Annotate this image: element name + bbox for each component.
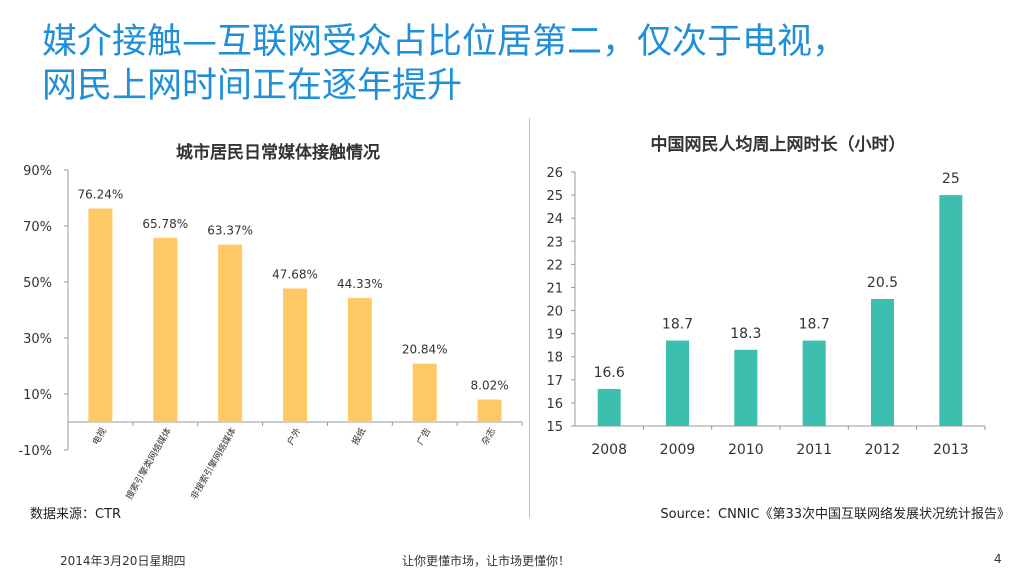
right-data-label: 18.7 (662, 317, 693, 333)
right-data-label: 20.5 (867, 275, 898, 291)
page-number: 4 (994, 552, 1002, 566)
left-x-tick-label: 电视 (90, 426, 109, 448)
right-x-tick-label: 2012 (865, 442, 901, 458)
right-data-label: 18.7 (799, 317, 830, 333)
left-y-tick-label: 50% (23, 276, 52, 291)
title-line-2: 网民上网时间正在逐年提升 (42, 66, 463, 106)
right-y-tick-label: 19 (546, 328, 563, 343)
left-bar-7 (477, 399, 502, 422)
right-x-tick-label: 2013 (933, 442, 969, 458)
left-y-tick-label: 30% (23, 332, 52, 347)
left-x-tick-label: 报纸 (349, 426, 368, 448)
right-y-tick-label: 16 (546, 397, 563, 412)
left-x-tick-label: 非搜索引擎网络媒体 (188, 426, 239, 502)
left-x-tick-label: 广告 (414, 426, 433, 448)
right-data-label: 18.3 (730, 326, 761, 342)
left-y-tick-label: 10% (23, 388, 52, 403)
right-chart-title: 中国网民人均周上网时长（小时） (651, 134, 906, 155)
right-x-tick-label: 2011 (796, 442, 832, 458)
left-data-label: 47.68% (272, 267, 318, 281)
right-x-tick-label: 2008 (591, 442, 627, 458)
slide-title: 媒介接触—互联网受众占比位居第二，仅次于电视， 网民上网时间正在逐年提升 (42, 20, 1002, 108)
left-data-label: 20.84% (402, 343, 448, 357)
left-data-label: 44.33% (337, 277, 383, 291)
left-y-tick-label: 90% (23, 164, 52, 179)
left-data-label: 63.37% (207, 224, 253, 238)
left-bar-3 (218, 244, 243, 422)
left-bar-1 (88, 208, 113, 422)
left-bar-4 (283, 288, 307, 422)
title-line-1: 媒介接触—互联网受众占比位居第二，仅次于电视， (42, 22, 848, 62)
left-x-tick-label: 搜索引擎类网络媒体 (123, 426, 174, 502)
left-x-tick-label: 户外 (284, 426, 303, 448)
left-chart-title: 城市居民日常媒体接触情况 (176, 142, 380, 163)
right-x-tick-label: 2009 (660, 442, 696, 458)
right-y-tick-label: 15 (546, 420, 563, 435)
left-bar-6 (412, 363, 437, 422)
right-y-tick-label: 18 (546, 351, 563, 366)
right-data-label: 25 (942, 171, 960, 187)
chart-divider (529, 118, 530, 518)
right-bar-2013 (939, 195, 963, 426)
right-y-tick-label: 17 (546, 374, 563, 389)
left-data-label: 76.24% (78, 188, 124, 202)
right-bar-2010 (734, 349, 758, 426)
right-y-tick-label: 25 (546, 189, 563, 204)
right-bar-2008 (597, 389, 621, 426)
right-y-tick-label: 24 (546, 212, 563, 227)
left-x-tick-label: 杂志 (479, 425, 498, 447)
right-y-tick-label: 20 (546, 305, 563, 320)
footer-slogan: 让你更懂市场，让市场更懂你！ (402, 554, 571, 568)
right-y-tick-label: 21 (546, 281, 563, 296)
footer-date: 2014年3月20日星期四 (60, 554, 186, 568)
right-y-tick-label: 26 (546, 166, 563, 181)
left-y-tick-label: -10% (18, 444, 52, 459)
left-bar-5 (347, 297, 372, 422)
right-y-tick-label: 22 (546, 258, 563, 273)
right-x-tick-label: 2010 (728, 442, 764, 458)
right-data-label: 16.6 (594, 365, 625, 381)
right-bar-2009 (666, 340, 689, 426)
right-y-tick-label: 23 (546, 235, 563, 250)
left-data-label: 65.78% (142, 217, 188, 231)
left-data-label: 8.02% (471, 379, 509, 393)
source-right: Source：CNNIC《第33次中国互联网络发展状况统计报告》 (660, 507, 1010, 522)
right-bar-2011 (802, 340, 826, 426)
right-bar-2012 (871, 299, 894, 426)
left-y-tick-label: 70% (23, 220, 52, 235)
source-left: 数据来源：CTR (30, 507, 122, 522)
left-bar-2 (153, 237, 178, 422)
